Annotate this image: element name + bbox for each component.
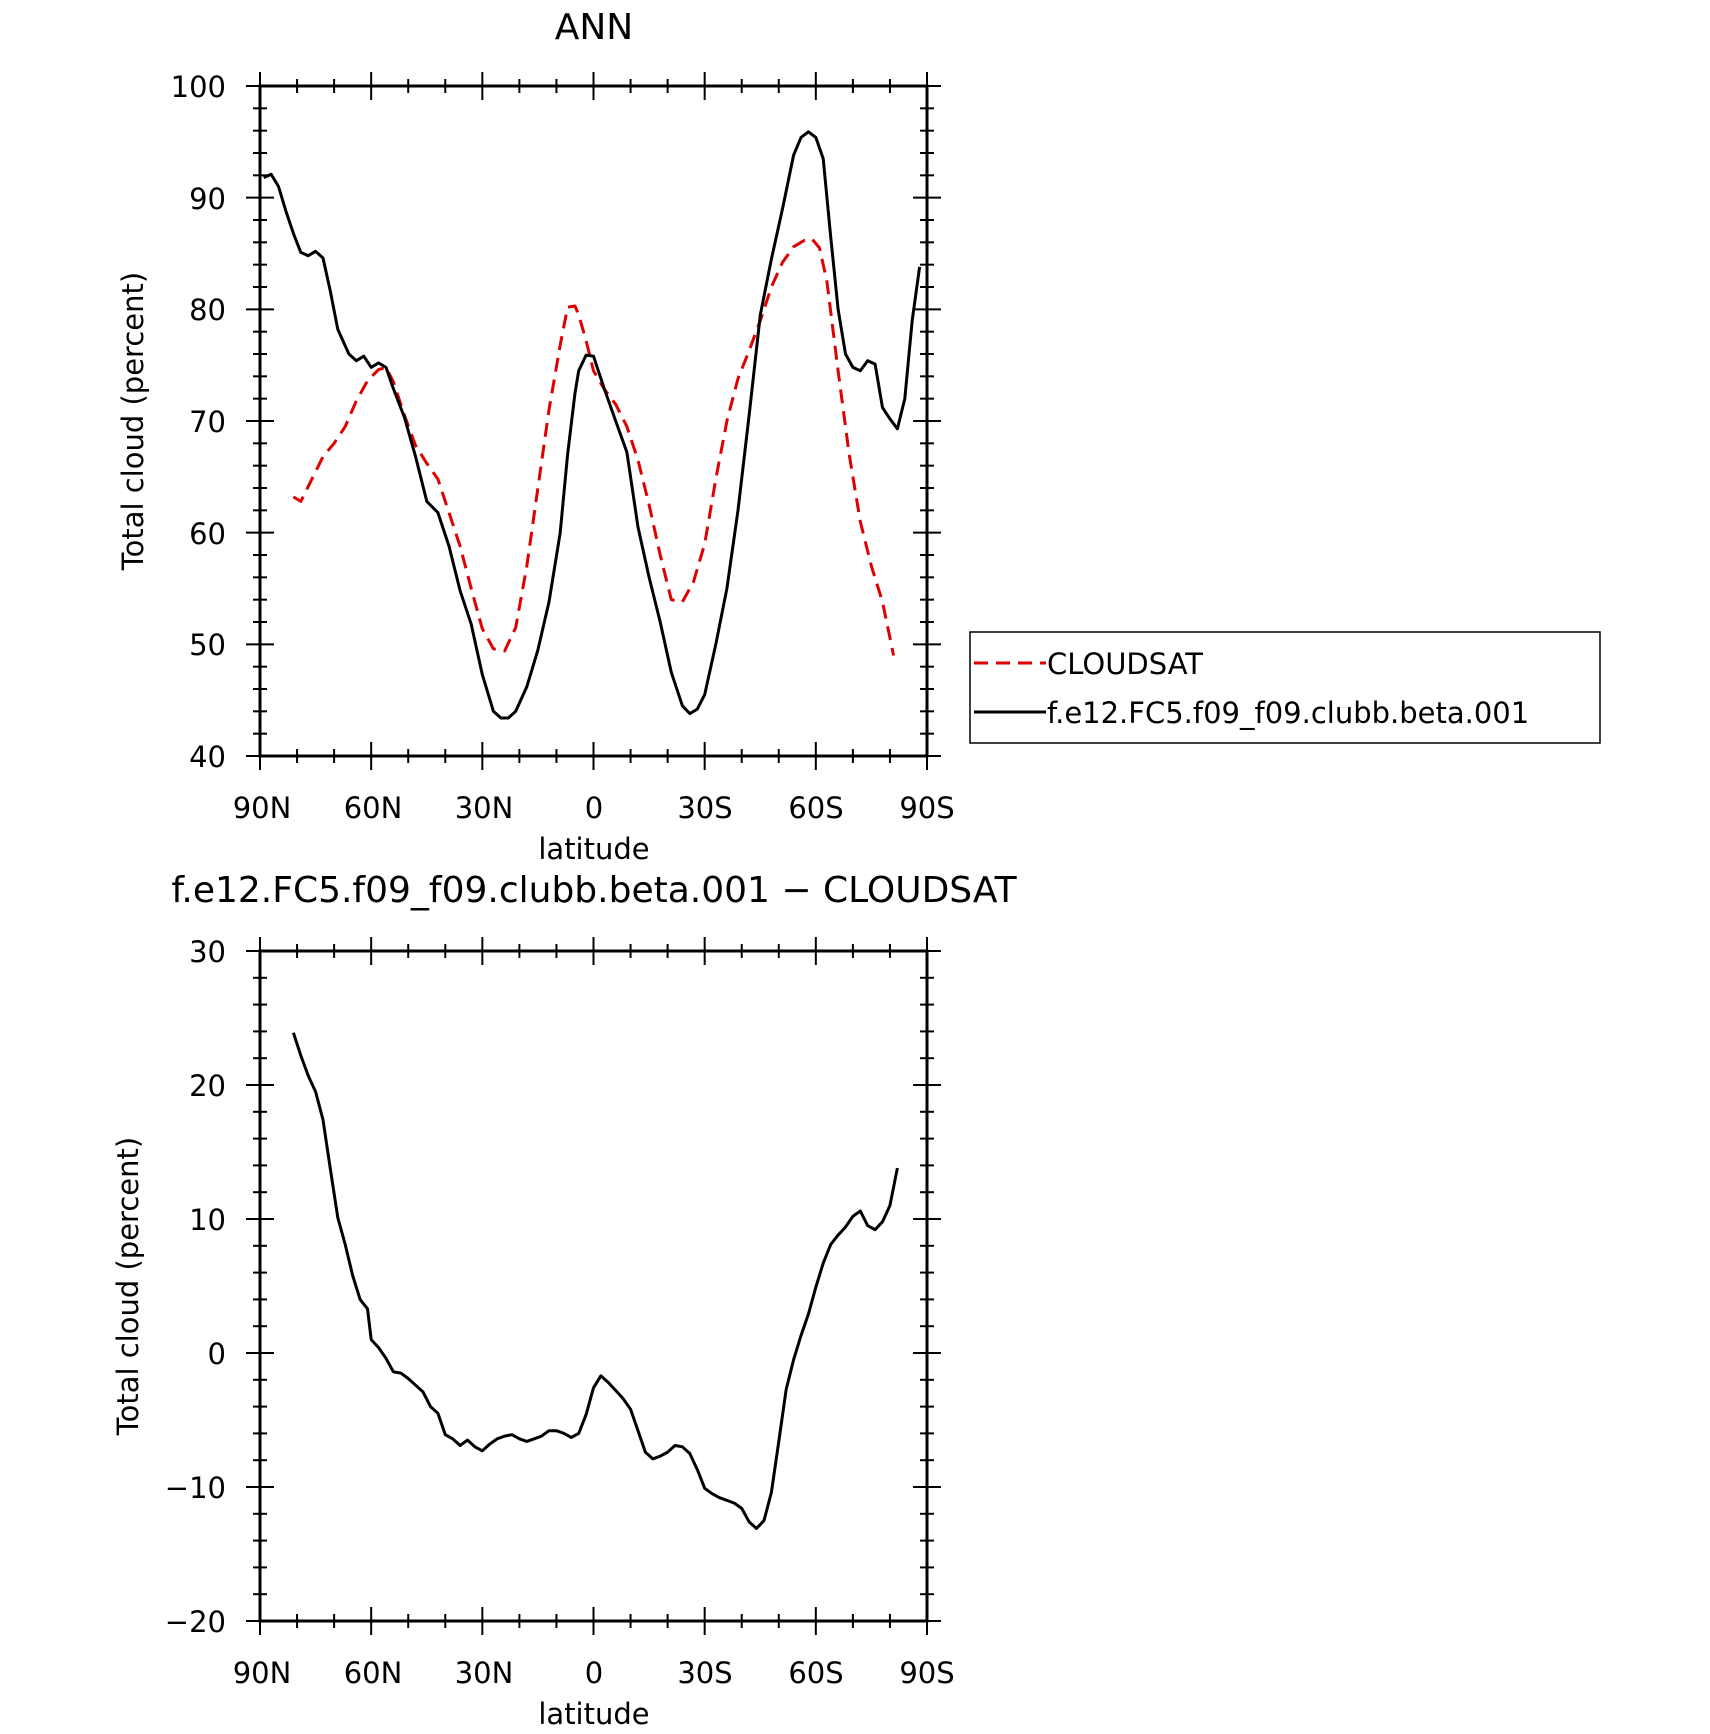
- x-tick-label: 90S: [899, 1656, 954, 1690]
- top-x-tick-labels: 90N 60N 30N 0 30S 60S 90S: [233, 791, 955, 825]
- top-chart: ANN 100 90 80 70 60 50 40 90N 60N 30N 0 …: [116, 7, 955, 866]
- top-series-line-cloudsat: [292, 237, 896, 656]
- top-axis-ticks: [246, 72, 941, 770]
- top-chart-title: ANN: [555, 7, 634, 48]
- x-tick-label: 90N: [233, 1656, 292, 1690]
- bottom-plot-frame: [258, 949, 929, 1623]
- top-plot-frame: [258, 84, 929, 758]
- top-series-line-model: [263, 130, 922, 720]
- y-tick-label: 70: [189, 405, 226, 439]
- bottom-y-tick-labels: 30 20 10 0 −10 −20: [165, 935, 226, 1639]
- bottom-x-tick-labels: 90N 60N 30N 0 30S 60S 90S: [233, 1656, 955, 1690]
- y-tick-label: 40: [189, 740, 226, 774]
- x-tick-label: 30N: [455, 791, 514, 825]
- x-tick-label: 60N: [344, 791, 403, 825]
- y-tick-label: 0: [208, 1337, 226, 1371]
- top-x-axis-label: latitude: [538, 832, 649, 866]
- top-y-tick-labels: 100 90 80 70 60 50 40: [171, 70, 226, 774]
- y-tick-label: 100: [171, 70, 226, 104]
- bottom-series-line-model: [291, 1032, 899, 1530]
- x-tick-label: 90S: [899, 791, 954, 825]
- x-tick-label: 60S: [788, 791, 843, 825]
- y-tick-label: 80: [189, 293, 226, 327]
- y-tick-label: 60: [189, 517, 226, 551]
- bottom-y-axis-label: Total cloud (percent): [111, 1137, 145, 1436]
- x-tick-label: 0: [585, 1656, 603, 1690]
- y-tick-label: −10: [165, 1471, 226, 1505]
- x-tick-label: 0: [585, 791, 603, 825]
- top-y-axis-label: Total cloud (percent): [116, 272, 150, 571]
- legend-label-cloudsat: CLOUDSAT: [1047, 647, 1203, 681]
- bottom-x-axis-label: latitude: [538, 1697, 649, 1731]
- x-tick-label: 30S: [677, 791, 732, 825]
- y-tick-label: −20: [165, 1605, 226, 1639]
- bottom-chart-title: f.e12.FC5.f09_f09.clubb.beta.001 − CLOUD…: [171, 870, 1017, 911]
- top-plot-area: [263, 130, 922, 720]
- x-tick-label: 90N: [233, 791, 292, 825]
- x-tick-label: 60N: [344, 1656, 403, 1690]
- x-tick-label: 60S: [788, 1656, 843, 1690]
- bottom-plot-area: [291, 1032, 899, 1530]
- legend-label-model: f.e12.FC5.f09_f09.clubb.beta.001: [1047, 696, 1529, 730]
- bottom-axis-ticks: [246, 937, 941, 1635]
- y-tick-label: 10: [189, 1203, 226, 1237]
- y-tick-label: 20: [189, 1069, 226, 1103]
- y-tick-label: 30: [189, 935, 226, 969]
- y-tick-label: 50: [189, 628, 226, 662]
- legend-box: [969, 631, 1601, 744]
- legend: CLOUDSAT f.e12.FC5.f09_f09.clubb.beta.00…: [969, 631, 1601, 744]
- x-tick-label: 30N: [455, 1656, 514, 1690]
- bottom-chart: f.e12.FC5.f09_f09.clubb.beta.001 − CLOUD…: [111, 870, 1018, 1731]
- x-tick-label: 30S: [677, 1656, 732, 1690]
- y-tick-label: 90: [189, 182, 226, 216]
